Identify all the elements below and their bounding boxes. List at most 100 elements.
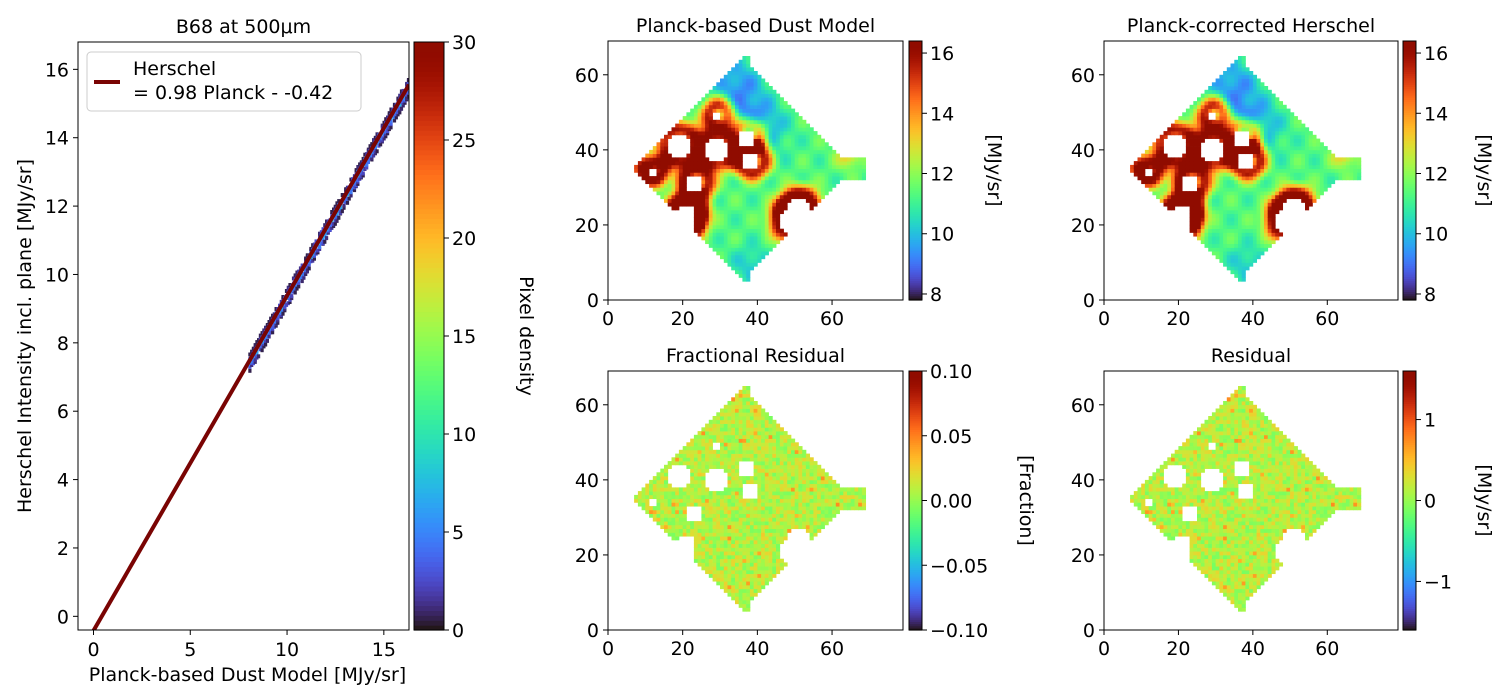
heatmap-cell: [1226, 131, 1231, 136]
heatmap-cell: [731, 217, 736, 222]
heatmap-cell: [1319, 179, 1324, 185]
axes-frame: [1103, 40, 1399, 301]
heatmap-cell: [742, 596, 747, 601]
y-tick-label: 14: [45, 128, 69, 150]
heatmap-cell: [1200, 104, 1205, 109]
heatmap-cell: [1305, 153, 1310, 158]
heatmap-cell: [697, 119, 702, 124]
heatmap-cell: [757, 187, 762, 192]
heatmap-cell: [686, 457, 691, 462]
heatmap-cell: [1193, 119, 1198, 124]
colorbar-segment: [909, 170, 922, 174]
heatmap-cell: [1271, 108, 1276, 113]
heatmap-cell: [746, 149, 751, 155]
heatmap-cell: [768, 108, 773, 113]
heatmap-cell: [1159, 142, 1164, 147]
heatmap-cell: [1278, 138, 1284, 143]
heatmap-cell: [1305, 161, 1310, 166]
heatmap-cell: [1215, 247, 1220, 252]
heatmap-cell: [1305, 131, 1310, 136]
heatmap-cell: [1308, 176, 1313, 181]
heatmap-cell: [712, 558, 717, 563]
heatmap-cell: [1193, 206, 1198, 211]
heatmap-cell: [1234, 104, 1239, 109]
heatmap-cell: [1297, 172, 1302, 177]
heatmap-cell: [1264, 112, 1269, 117]
heatmap-cell: [727, 112, 732, 117]
heatmap-cell: [1174, 183, 1179, 188]
heatmap-cell: [1215, 198, 1220, 203]
heatmap-cell: [693, 446, 699, 451]
colorbar-segment: [414, 238, 444, 244]
heatmap-cell: [1148, 146, 1153, 151]
colorbar-segment: [1403, 258, 1416, 262]
heatmap-cell: [1290, 119, 1295, 124]
heatmap-cell: [720, 221, 725, 226]
heatmap-cell: [824, 176, 829, 181]
colorbar-tick-label: 14: [930, 103, 954, 125]
heatmap-cell: [723, 89, 728, 94]
heatmap-cell: [720, 461, 725, 466]
heatmap-cell: [1219, 119, 1224, 124]
heatmap-cell: [712, 551, 717, 556]
heatmap-cell: [764, 97, 769, 102]
heatmap-cell: [716, 104, 721, 109]
heatmap-cell: [1264, 202, 1269, 207]
heatmap-cell: [809, 146, 814, 151]
heatmap-cell: [664, 168, 669, 173]
heatmap-cell: [1215, 93, 1220, 98]
heatmap-cell: [817, 142, 822, 147]
heatmap-cell: [753, 209, 758, 215]
heatmap-cell: [783, 161, 788, 166]
heatmap-cell: [1316, 168, 1321, 173]
heatmap-cell: [682, 119, 687, 124]
heatmap-cell: [693, 108, 699, 113]
heatmap-cell: [738, 412, 743, 417]
heatmap-cell: [1174, 119, 1179, 124]
heatmap-cell: [1256, 119, 1261, 124]
heatmap-cell: [727, 585, 732, 590]
heatmap-cell: [776, 164, 781, 170]
heatmap-cell: [1256, 232, 1261, 237]
heatmap-cell: [805, 127, 811, 132]
heatmap-cell: [1144, 157, 1150, 162]
density-cell: [365, 165, 369, 170]
heatmap-cell: [839, 176, 844, 181]
heatmap-cell: [1282, 112, 1287, 117]
heatmap-cell: [727, 213, 732, 218]
heatmap-cell: [742, 600, 747, 605]
heatmap-cell: [671, 487, 676, 492]
heatmap-cell: [1219, 134, 1224, 139]
heatmap-cell: [746, 209, 751, 215]
heatmap-cell: [693, 536, 699, 541]
heatmap-cell: [735, 239, 740, 245]
heatmap-cell: [1223, 258, 1228, 263]
colorbar-segment: [909, 235, 922, 239]
heatmap-cell: [1293, 153, 1298, 158]
heatmap-cell: [794, 168, 799, 173]
heatmap-cell: [735, 258, 740, 263]
colorbar-segment: [1403, 174, 1416, 178]
colorbar-segment: [414, 208, 444, 215]
heatmap-cell: [720, 209, 725, 215]
heatmap-cell: [682, 491, 687, 496]
heatmap-cell: [1260, 164, 1265, 170]
heatmap-cell: [809, 191, 814, 196]
heatmap-cell: [1159, 146, 1164, 151]
heatmap-cell: [787, 127, 792, 132]
heatmap-cell: [768, 101, 773, 106]
heatmap-cell: [652, 483, 657, 488]
heatmap-cell: [1230, 224, 1235, 230]
heatmap-cell: [686, 123, 691, 128]
heatmap-cell: [720, 517, 725, 522]
heatmap-cell: [708, 187, 713, 192]
heatmap-cell: [1241, 247, 1246, 252]
heatmap-cell: [1349, 157, 1354, 162]
heatmap-cell: [723, 104, 728, 109]
heatmap-cell: [746, 176, 751, 181]
heatmap-cell: [712, 191, 717, 196]
heatmap-cell: [716, 427, 721, 432]
heatmap-cell: [1197, 153, 1202, 158]
heatmap-cell: [708, 442, 713, 447]
heatmap-cell: [1204, 164, 1209, 170]
